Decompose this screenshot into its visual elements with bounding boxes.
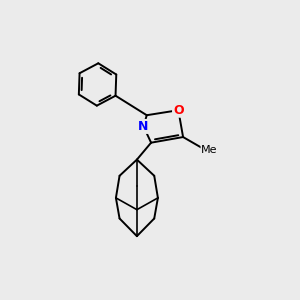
Text: N: N — [138, 120, 149, 133]
Text: O: O — [173, 104, 184, 117]
Text: Me: Me — [201, 145, 217, 155]
